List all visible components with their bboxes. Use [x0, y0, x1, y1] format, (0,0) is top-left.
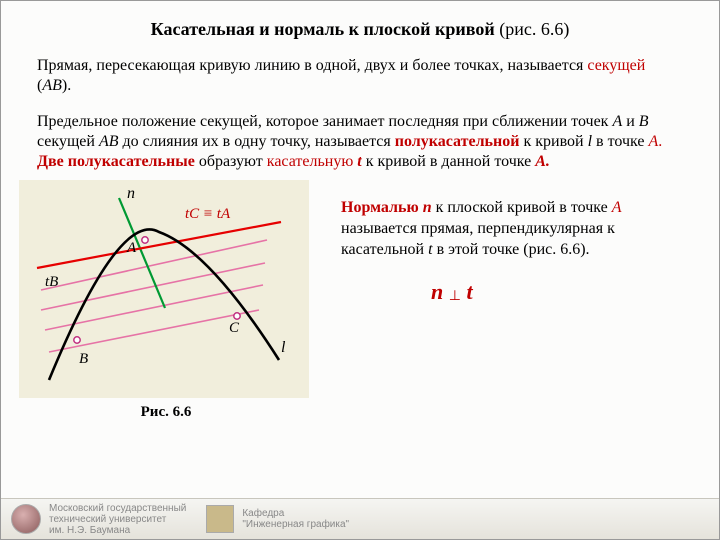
p3-t2: образуют — [195, 153, 267, 170]
p1-ab: АВ — [42, 77, 62, 94]
p2-t7: до слияния их в одну точку, называется — [118, 133, 394, 150]
p2-t11: в точке — [592, 133, 648, 150]
svg-text:tC ≡ tA: tC ≡ tA — [185, 206, 231, 222]
figure-caption: Рис. 6.6 — [11, 404, 321, 421]
svg-text:A: A — [126, 240, 137, 256]
department-logo-icon — [206, 505, 234, 533]
right-column: Нормалью n к плоской кривой в точке А на… — [321, 180, 699, 421]
svg-text:n: n — [127, 185, 135, 202]
p2-t3: и — [622, 113, 639, 130]
content-row: A B Cn tC ≡ tA tB l Рис. 6.6 Нормалью n к пло… — [1, 180, 719, 421]
org1b: технический университет — [49, 514, 186, 525]
formula-perp: ⊥ — [449, 289, 461, 304]
p1-t1: Прямая, пересекающая кривую линию в одно… — [37, 57, 587, 74]
p3-t5: к кривой в данной точке — [362, 153, 536, 170]
p1-secant: секущей — [587, 57, 645, 74]
p2-t1: Предельное положение секущей, которое за… — [37, 113, 612, 130]
university-logo-icon — [11, 504, 41, 534]
paragraph-2: Предельное положение секущей, которое за… — [1, 112, 719, 172]
svg-text:B: B — [79, 351, 88, 367]
formula: n ⊥ t — [341, 278, 699, 307]
footer-bar: Московский государственный технический у… — [1, 498, 719, 539]
org1a: Московский государственный — [49, 503, 186, 514]
normal-paragraph: Нормалью n к плоской кривой в точке А на… — [341, 198, 699, 260]
org1c: им. Н.Э. Баумана — [49, 525, 186, 536]
svg-text:l: l — [281, 339, 286, 356]
svg-text:tB: tB — [45, 274, 58, 290]
r-norm: Нормалью — [341, 199, 423, 216]
p2-t5: секущей — [37, 133, 99, 150]
department-name: Кафедра "Инженерная графика" — [242, 508, 349, 530]
org2b: "Инженерная графика" — [242, 519, 349, 530]
page-title: Касательная и нормаль к плоской кривой (… — [1, 1, 719, 40]
p3-two: Две полукасательные — [37, 153, 195, 170]
title-rest: (рис. 6.6) — [495, 19, 570, 39]
paragraph-1: Прямая, пересекающая кривую линию в одно… — [1, 56, 719, 96]
p2-halfTangent: полукасательной — [395, 133, 520, 150]
r-a: А — [612, 199, 622, 216]
figure-svg: A B Cn tC ≡ tA tB l — [19, 180, 309, 398]
p2-b: В — [639, 113, 649, 130]
formula-n: n — [431, 279, 443, 304]
p3-a: А. — [535, 153, 550, 170]
p2-t9: к кривой — [519, 133, 587, 150]
figure-column: A B Cn tC ≡ tA tB l Рис. 6.6 — [11, 180, 321, 421]
p2-a2: А — [648, 133, 658, 150]
r-t3: к плоской кривой в точке — [432, 199, 612, 216]
org2a: Кафедра — [242, 508, 349, 519]
university-name: Московский государственный технический у… — [49, 503, 186, 536]
p2-a: А — [612, 113, 622, 130]
formula-t: t — [466, 279, 472, 304]
p1-t5: ). — [62, 77, 71, 94]
svg-text:C: C — [229, 320, 240, 336]
r-t7: в этой точке (рис. 6.6). — [433, 241, 590, 258]
title-bold: Касательная и нормаль к плоской кривой — [151, 19, 495, 39]
figure-box: A B Cn tC ≡ tA tB l — [19, 180, 309, 398]
p2-dot: . — [658, 133, 662, 150]
p3-tangent: касательную — [267, 153, 358, 170]
r-n: n — [423, 199, 432, 216]
p2-ab: АВ — [99, 133, 119, 150]
